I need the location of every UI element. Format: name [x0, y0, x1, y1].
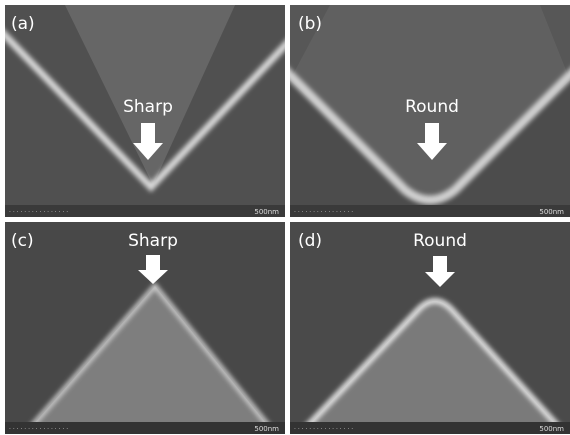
annotation: Round [405, 97, 459, 117]
scale-label: 500nm [539, 425, 564, 433]
info-text: · · · · · · · · · · · · · · · · [9, 426, 68, 433]
panel-b: · · · · · · · · · · · · · · · · 500nm (b… [280, 5, 570, 217]
info-text: · · · · · · · · · · · · · · · · [294, 209, 353, 216]
panel-label: (a) [11, 14, 35, 34]
panel-label: (c) [11, 231, 34, 251]
scale-label: 500nm [254, 425, 279, 433]
panel-c: · · · · · · · · · · · · · · · · 500nm (c… [5, 222, 285, 434]
scale-label: 500nm [254, 208, 279, 216]
panel-d: · · · · · · · · · · · · · · · · 500nm (d… [290, 222, 570, 434]
annotation: Round [413, 231, 467, 251]
panel-a: · · · · · · · · · · · · · · · · 500nm (a… [0, 5, 295, 217]
panel-label: (b) [298, 14, 322, 34]
scale-label: 500nm [539, 208, 564, 216]
annotation: Sharp [123, 97, 173, 117]
figure: · · · · · · · · · · · · · · · · 500nm (a… [0, 0, 570, 435]
panel-label: (d) [298, 231, 322, 251]
info-text: · · · · · · · · · · · · · · · · [294, 426, 353, 433]
annotation: Sharp [128, 231, 178, 251]
info-text: · · · · · · · · · · · · · · · · [9, 209, 68, 216]
